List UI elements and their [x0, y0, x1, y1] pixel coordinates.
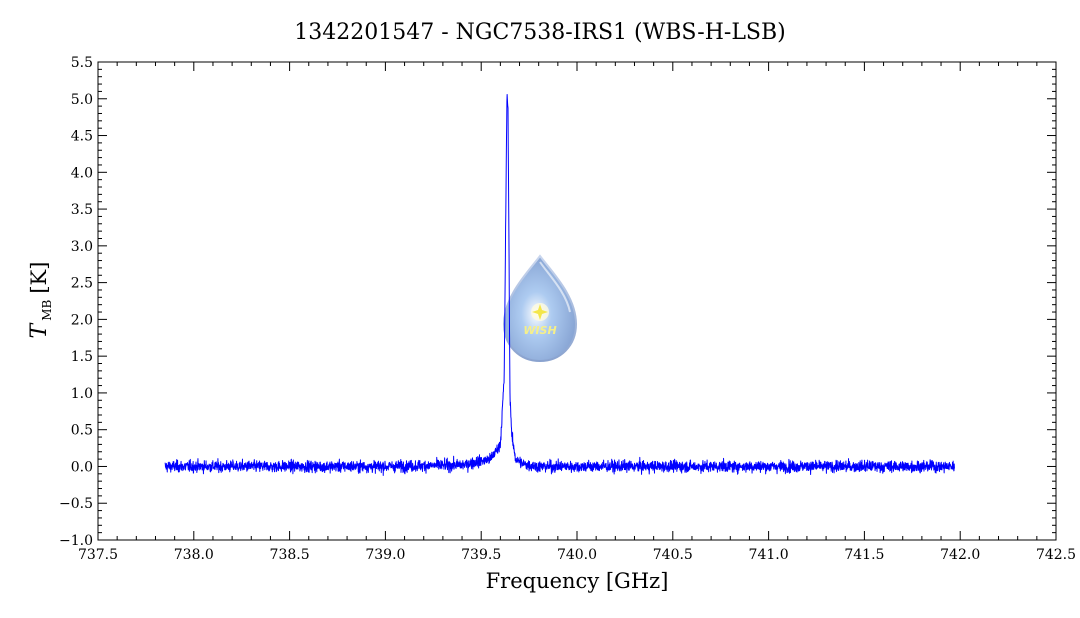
y-tick-label: 3.5: [71, 202, 93, 218]
x-tick-label: 742.0: [940, 547, 980, 563]
x-tick-label: 737.5: [78, 547, 118, 563]
x-axis-label: Frequency [GHz]: [486, 569, 669, 593]
x-tick-label: 741.0: [749, 547, 789, 563]
y-axis-label: TMB [K]: [27, 262, 54, 339]
axis-ticks: [97, 61, 1057, 541]
x-tick-label: 739.0: [365, 547, 405, 563]
x-tick-label: 741.5: [844, 547, 884, 563]
y-tick-label: 1.0: [71, 386, 93, 402]
y-axis-symbol: T: [27, 321, 52, 338]
y-tick-label: 5.5: [71, 55, 93, 71]
y-axis-unit: [K]: [27, 262, 51, 294]
y-tick-label: 2.5: [71, 276, 93, 292]
x-tick-label: 738.0: [174, 547, 214, 563]
spectrum-line: [164, 93, 955, 476]
x-tick-label: 740.5: [653, 547, 693, 563]
y-tick-labels: −1.0 −0.5 0.0 0.5 1.0 1.5 2.0 2.5 3.0 3.5 4.0 4.5 5.…: [59, 55, 93, 549]
wish-logo: WISH: [502, 254, 578, 363]
y-tick-label: 2.0: [71, 312, 93, 328]
svg-text:TMB[K]: TMB [K]: [27, 262, 54, 339]
chart-title: 1342201547 - NGC7538-IRS1 (WBS-H-LSB): [294, 20, 786, 45]
star-icon: [531, 303, 549, 321]
logo-text: WISH: [523, 324, 556, 337]
x-tick-label: 738.5: [270, 547, 310, 563]
y-tick-label: 3.0: [71, 239, 93, 255]
y-tick-label: 0.5: [71, 423, 93, 439]
x-tick-labels: 737.5 738.0 738.5 739.0 739.5 740.0 740.5 741.0…: [78, 547, 1076, 563]
y-tick-label: 1.5: [71, 349, 93, 365]
y-tick-label: −1.0: [59, 533, 93, 549]
y-axis-subscript: MB: [40, 299, 54, 320]
x-tick-label: 740.0: [557, 547, 597, 563]
y-tick-label: 4.5: [71, 129, 93, 145]
y-tick-label: 5.0: [71, 92, 93, 108]
y-tick-label: −0.5: [59, 496, 93, 512]
x-tick-label: 742.5: [1036, 547, 1076, 563]
y-tick-label: 4.0: [71, 165, 93, 181]
x-tick-label: 739.5: [461, 547, 501, 563]
y-tick-label: 0.0: [71, 459, 93, 475]
